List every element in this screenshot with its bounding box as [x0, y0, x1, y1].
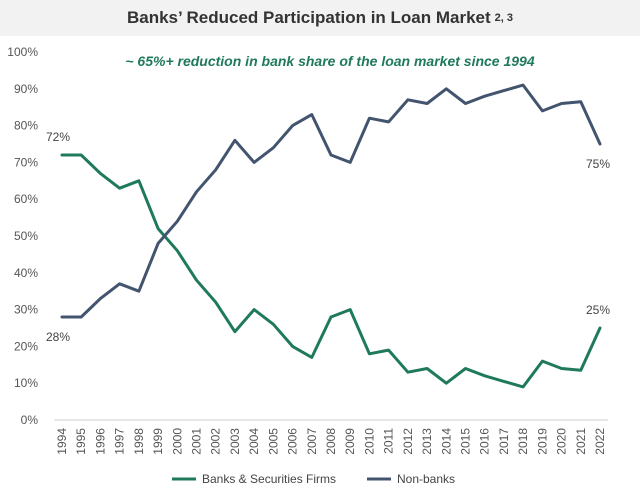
- x-tick-label: 2009: [343, 428, 357, 455]
- y-tick-label: 90%: [14, 82, 38, 96]
- x-tick-label: 2019: [535, 428, 549, 455]
- legend-banks-label: Banks & Securities Firms: [202, 472, 336, 486]
- title-bar: Banks’ Reduced Participation in Loan Mar…: [0, 0, 640, 36]
- x-tick-label: 1999: [151, 428, 165, 455]
- y-tick-label: 60%: [14, 192, 38, 206]
- y-tick-label: 10%: [14, 376, 38, 390]
- x-tick-label: 2022: [593, 428, 607, 455]
- y-tick-label: 80%: [14, 119, 38, 133]
- x-tick-label: 2006: [286, 428, 300, 455]
- x-tick-label: 1994: [55, 428, 69, 455]
- x-tick-label: 2020: [555, 428, 569, 455]
- x-tick-label: 2005: [266, 428, 280, 455]
- y-tick-label: 100%: [7, 45, 38, 59]
- data-label-nonbanks-2022: 75%: [586, 157, 610, 171]
- x-tick-label: 2007: [305, 428, 319, 455]
- title-superscript: 2, 3: [494, 12, 514, 24]
- x-tick-label: 2001: [190, 428, 204, 455]
- x-tick-label: 2018: [516, 428, 530, 455]
- x-tick-label: 1995: [74, 428, 88, 455]
- nonbanks-series-line: [60, 83, 602, 319]
- y-tick-label: 0%: [21, 413, 39, 427]
- chart-title: Banks’ Reduced Participation in Loan Mar…: [126, 8, 491, 27]
- x-tick-label: 2013: [420, 428, 434, 455]
- x-tick-label: 2021: [574, 428, 588, 455]
- x-tick-label: 1997: [113, 428, 127, 455]
- x-tick-label: 2003: [228, 428, 242, 455]
- x-tick-label: 2010: [362, 428, 376, 455]
- x-tick-label: 2002: [209, 428, 223, 455]
- y-tick-label: 50%: [14, 229, 38, 243]
- data-label-banks-2022: 25%: [586, 303, 610, 317]
- x-tick-label: 1998: [132, 428, 146, 455]
- y-tick-label: 30%: [14, 303, 38, 317]
- x-tick-label: 2016: [478, 428, 492, 455]
- x-tick-label: 2000: [170, 428, 184, 455]
- data-label-banks-1994: 72%: [46, 130, 70, 144]
- x-tick-label: 2008: [324, 428, 338, 455]
- y-tick-label: 70%: [14, 155, 38, 169]
- x-tick-label: 2014: [439, 428, 453, 455]
- banks-series-line: [60, 153, 602, 389]
- y-tick-label: 20%: [14, 339, 38, 353]
- x-tick-label: 1996: [93, 428, 107, 455]
- legend-nonbanks-label: Non-banks: [397, 472, 455, 486]
- x-tick-label: 2015: [459, 428, 473, 455]
- x-tick-label: 2011: [382, 428, 396, 454]
- x-tick-label: 2012: [401, 428, 415, 455]
- data-label-nonbanks-1994: 28%: [46, 330, 70, 344]
- chart-annotation: ~ 65%+ reduction in bank share of the lo…: [125, 53, 534, 69]
- x-tick-label: 2004: [247, 428, 261, 455]
- y-tick-label: 40%: [14, 266, 38, 280]
- x-tick-label: 2017: [497, 428, 511, 455]
